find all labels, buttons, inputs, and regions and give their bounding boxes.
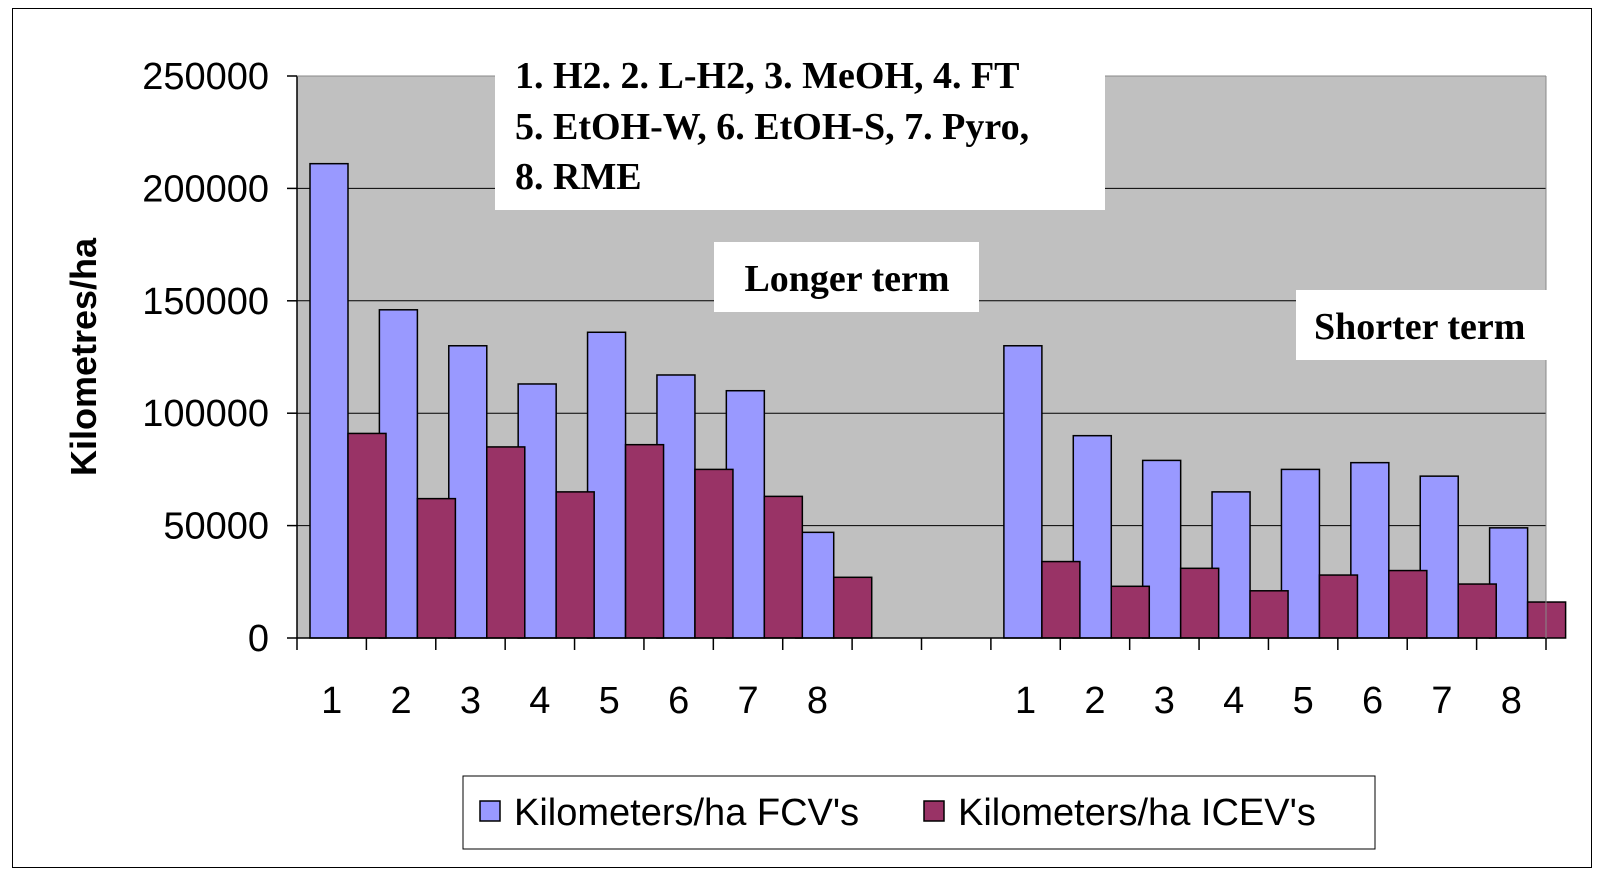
x-tick-label: 7 — [737, 680, 758, 722]
x-tick-labels: 1 2 3 4 5 6 7 8 1 2 3 4 5 6 7 8 — [321, 680, 1522, 722]
x-tick-label: 3 — [1154, 680, 1175, 722]
bar-icev-12 — [1110, 585, 1151, 639]
y-tick-label: 50000 — [163, 506, 269, 548]
y-tick-labels: 0 50000 100000 150000 200000 250000 — [142, 56, 269, 660]
x-tick-label: 4 — [1223, 680, 1244, 722]
x-tick-label: 8 — [807, 680, 828, 722]
x-tick-label: 8 — [1501, 680, 1522, 722]
key-line-3: 8. RME — [515, 156, 642, 198]
bar-fcv-1 — [309, 162, 349, 639]
y-tick-label: 0 — [248, 618, 269, 660]
legend: Kilometers/ha FCV's Kilometers/ha ICEV's — [462, 775, 1376, 850]
y-tick-label: 100000 — [142, 393, 269, 435]
x-tick-label: 2 — [391, 680, 412, 722]
legend-label-icev: Kilometers/ha ICEV's — [958, 792, 1316, 834]
bar-icev-3 — [486, 446, 526, 639]
bar-icev-18 — [1526, 601, 1567, 639]
bar-icev-1 — [347, 432, 387, 639]
bar-icev-11 — [1041, 560, 1081, 639]
bar-icev-14 — [1249, 590, 1289, 639]
key-annotation: 1. H2. 2. L-H2, 3. MeOH, 4. FT 5. EtOH-W… — [495, 55, 1105, 210]
x-tick-label: 1 — [321, 680, 342, 722]
bar-icev-6 — [694, 468, 734, 639]
shorter-term-annotation: Shorter term — [1296, 290, 1552, 360]
legend-label-fcv: Kilometers/ha FCV's — [514, 792, 859, 834]
bar-icev-17 — [1457, 583, 1497, 639]
y-tick-label: 250000 — [142, 56, 269, 98]
y-axis-title: Kilometres/ha — [63, 237, 104, 476]
bar-icev-4 — [555, 491, 595, 639]
bar-icev-13 — [1179, 567, 1220, 639]
x-tick-label: 6 — [668, 680, 689, 722]
y-tick-label: 200000 — [142, 168, 269, 210]
longer-term-annotation: Longer term — [714, 242, 979, 312]
key-line-2: 5. EtOH-W, 6. EtOH-S, 7. Pyro, — [515, 106, 1029, 148]
x-tick-label: 1 — [1015, 680, 1036, 722]
x-tick-label: 6 — [1362, 680, 1383, 722]
bar-icev-15 — [1318, 574, 1359, 639]
bar-icev-5 — [624, 443, 665, 639]
x-tick-label: 5 — [1293, 680, 1314, 722]
key-line-1: 1. H2. 2. L-H2, 3. MeOH, 4. FT — [515, 55, 1020, 97]
bar-icev-7 — [763, 495, 804, 639]
legend-swatch-icev — [923, 800, 945, 822]
x-tick-label: 3 — [460, 680, 481, 722]
bar-icev-8 — [832, 576, 873, 639]
x-tick-label: 7 — [1431, 680, 1452, 722]
longer-term-label: Longer term — [744, 258, 949, 300]
bar-icev-2 — [416, 497, 457, 639]
bar-icev-16 — [1388, 569, 1428, 639]
legend-swatch-fcv — [479, 800, 501, 822]
y-tick-label: 150000 — [142, 281, 269, 323]
bar-fcv-11 — [1003, 345, 1043, 639]
x-tick-label: 5 — [599, 680, 620, 722]
x-tick-label: 2 — [1084, 680, 1105, 722]
x-tick-label: 4 — [529, 680, 550, 722]
shorter-term-label: Shorter term — [1314, 306, 1525, 348]
